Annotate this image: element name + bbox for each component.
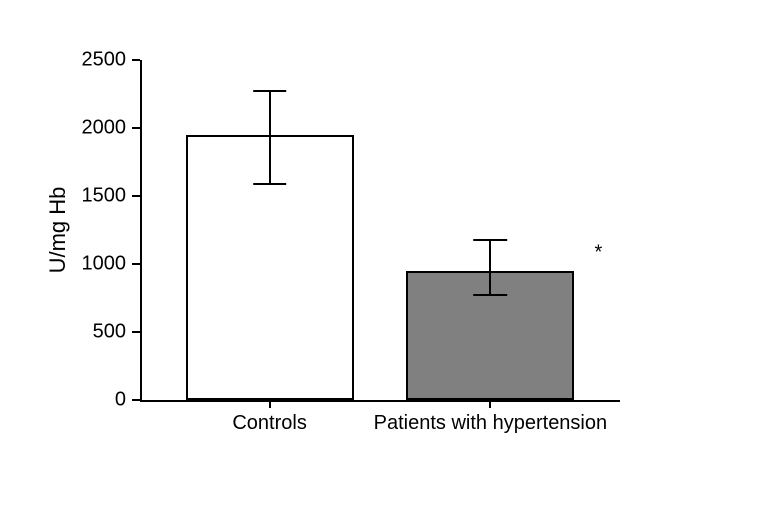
plot-area: 05001000150020002500ControlsPatients wit… xyxy=(140,60,620,402)
y-axis-line xyxy=(140,60,142,400)
x-tick-label: Controls xyxy=(232,400,306,435)
y-tick-label: 1000 xyxy=(82,253,141,276)
chart-container: U/mg Hb 05001000150020002500ControlsPati… xyxy=(0,0,771,514)
y-tick-label: 500 xyxy=(93,321,140,344)
x-tick-label: Patients with hypertension xyxy=(374,400,607,435)
y-tick-label: 0 xyxy=(115,389,140,412)
y-tick-label: 1500 xyxy=(82,185,141,208)
significance-marker: * xyxy=(594,242,602,265)
error-bar xyxy=(269,91,271,183)
error-bar xyxy=(489,240,491,296)
error-cap-upper xyxy=(253,90,287,92)
error-cap-lower xyxy=(474,294,508,296)
error-cap-lower xyxy=(253,183,287,185)
y-tick-label: 2500 xyxy=(82,49,141,72)
error-cap-upper xyxy=(474,239,508,241)
y-tick-label: 2000 xyxy=(82,117,141,140)
y-axis-label: U/mg Hb xyxy=(45,187,71,274)
